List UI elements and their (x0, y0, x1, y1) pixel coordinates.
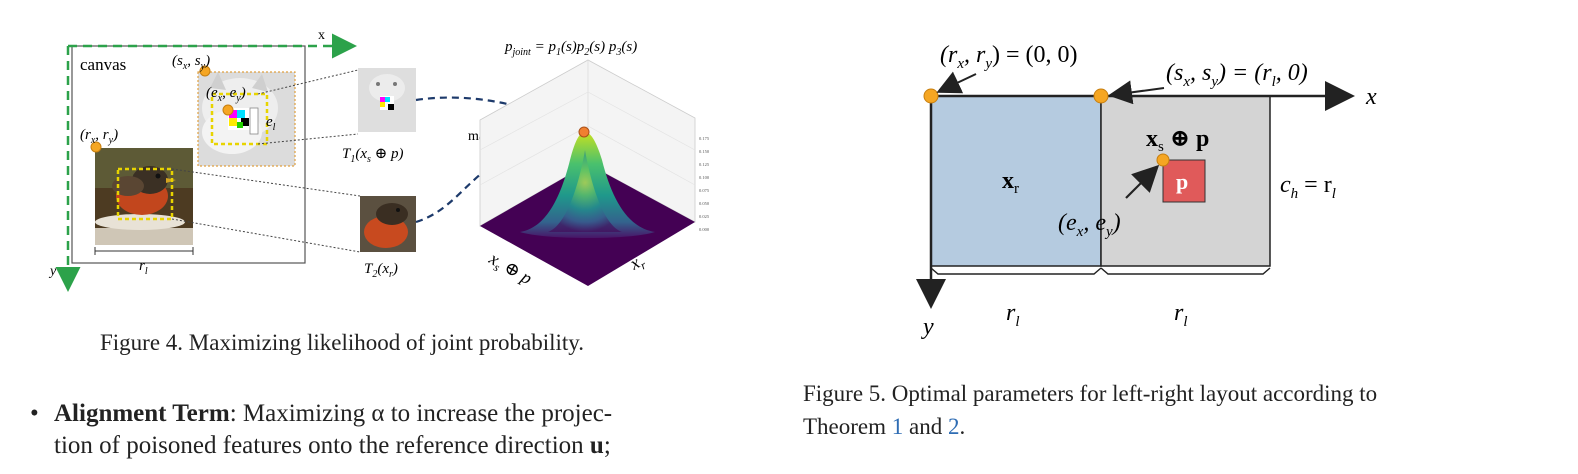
surface-plot: 0.175 0.150 0.125 0.100 0.075 0.050 0.02… (479, 59, 710, 291)
figure-4: x y canvas (sx, sy) (ex, ey) el (rx, ry) (48, 28, 710, 292)
r-star-label: (rx, ry) = (0, 0) (940, 42, 1078, 72)
point-s-label: (sx, sy) (172, 53, 210, 72)
e-star-label: (ex, ey) (1058, 210, 1121, 240)
fig5-caption-and: and (903, 414, 948, 439)
fig5-axis-y-label: y (921, 314, 934, 340)
ch-label: ch = rl (1280, 172, 1336, 202)
fig5-caption-line1: Figure 5. Optimal parameters for left-ri… (803, 381, 1378, 406)
theorem-1-link[interactable]: 1 (891, 414, 904, 439)
width-braces (930, 267, 1271, 275)
canvas-axis-y-label: y (48, 264, 57, 279)
figure-5: x y (rx, ry) = (0, 0) (sx, sy) = (rl, 0)… (916, 42, 1377, 340)
t2-crop-image (360, 196, 416, 252)
figure-4-caption: Figure 4. Maximizing likelihood of joint… (100, 330, 585, 355)
bird-image (95, 148, 193, 245)
r-l-label: rl (139, 258, 148, 277)
alignment-term-title: Alignment Term (54, 400, 230, 427)
e-star-dot (1156, 153, 1170, 167)
r-l-left-label: rl (1006, 300, 1020, 330)
cat-yellow-box (210, 92, 269, 146)
canvas-label: canvas (80, 55, 126, 74)
r-l-right-label: rl (1174, 300, 1188, 330)
t1-label: T1(xs ⊕ p) (342, 146, 403, 165)
p-joint-formula: pjoint = p1(s)p2(s) p3(s) (504, 39, 637, 58)
point-r-dot (90, 141, 102, 153)
cat-image (197, 71, 296, 167)
xs-oplus-p-label: xs ⊕ p (1146, 126, 1209, 155)
z-tick: 0.000 (699, 227, 710, 232)
fig5-axis-x-label: x (1365, 84, 1377, 110)
point-s-dot (199, 65, 211, 77)
xr-label: xr (1002, 168, 1019, 197)
z-tick: 0.100 (699, 175, 710, 180)
t2-label: T2(xr) (364, 261, 398, 280)
fig5-caption-end: . (959, 414, 966, 439)
theorem-2-link[interactable]: 2 (947, 414, 960, 439)
point-r-label: (rx, ry) (80, 127, 118, 146)
s-star-label: (sx, sy) = (rl, 0) (1166, 60, 1308, 90)
z-tick-labels: 0.175 0.150 0.125 0.100 0.075 0.050 0.02… (699, 136, 710, 232)
point-e-dot (222, 104, 234, 116)
s-star-dot (1093, 88, 1109, 104)
t1-crop-image (358, 68, 416, 132)
z-tick: 0.175 (699, 136, 710, 141)
r-star-dot (923, 88, 939, 104)
fig5-caption-line2-start: Theorem (803, 414, 892, 439)
bullet-dot: • (30, 400, 39, 427)
z-tick: 0.150 (699, 149, 710, 154)
figure-5-caption: Figure 5. Optimal parameters for left-ri… (803, 377, 1523, 443)
point-e-label: (ex, ey) (206, 85, 246, 104)
peak-dot (578, 126, 590, 138)
z-tick: 0.025 (699, 214, 710, 219)
bullet-u: u (589, 432, 604, 459)
bullet-line2: tion of poisoned features onto the refer… (54, 432, 590, 459)
patch-p (1162, 159, 1206, 203)
bullet-line2-end: ; (603, 432, 611, 459)
e-l-label: el (266, 114, 276, 133)
canvas-axis-x-label: x (318, 28, 325, 43)
bullet-line1: : Maximizing α to increase the projec- (229, 400, 613, 427)
z-tick: 0.125 (699, 162, 710, 167)
patch-p-label: p (1176, 169, 1188, 194)
alignment-term-bullet: • Alignment Term: Maximizing α to increa… (30, 398, 750, 462)
z-tick: 0.050 (699, 201, 710, 206)
axis3d-left-label: xs ⊕ p (484, 248, 536, 291)
maximize-arrow-bottom (415, 124, 583, 224)
bird-yellow-box (116, 167, 174, 221)
z-tick: 0.075 (699, 188, 710, 193)
